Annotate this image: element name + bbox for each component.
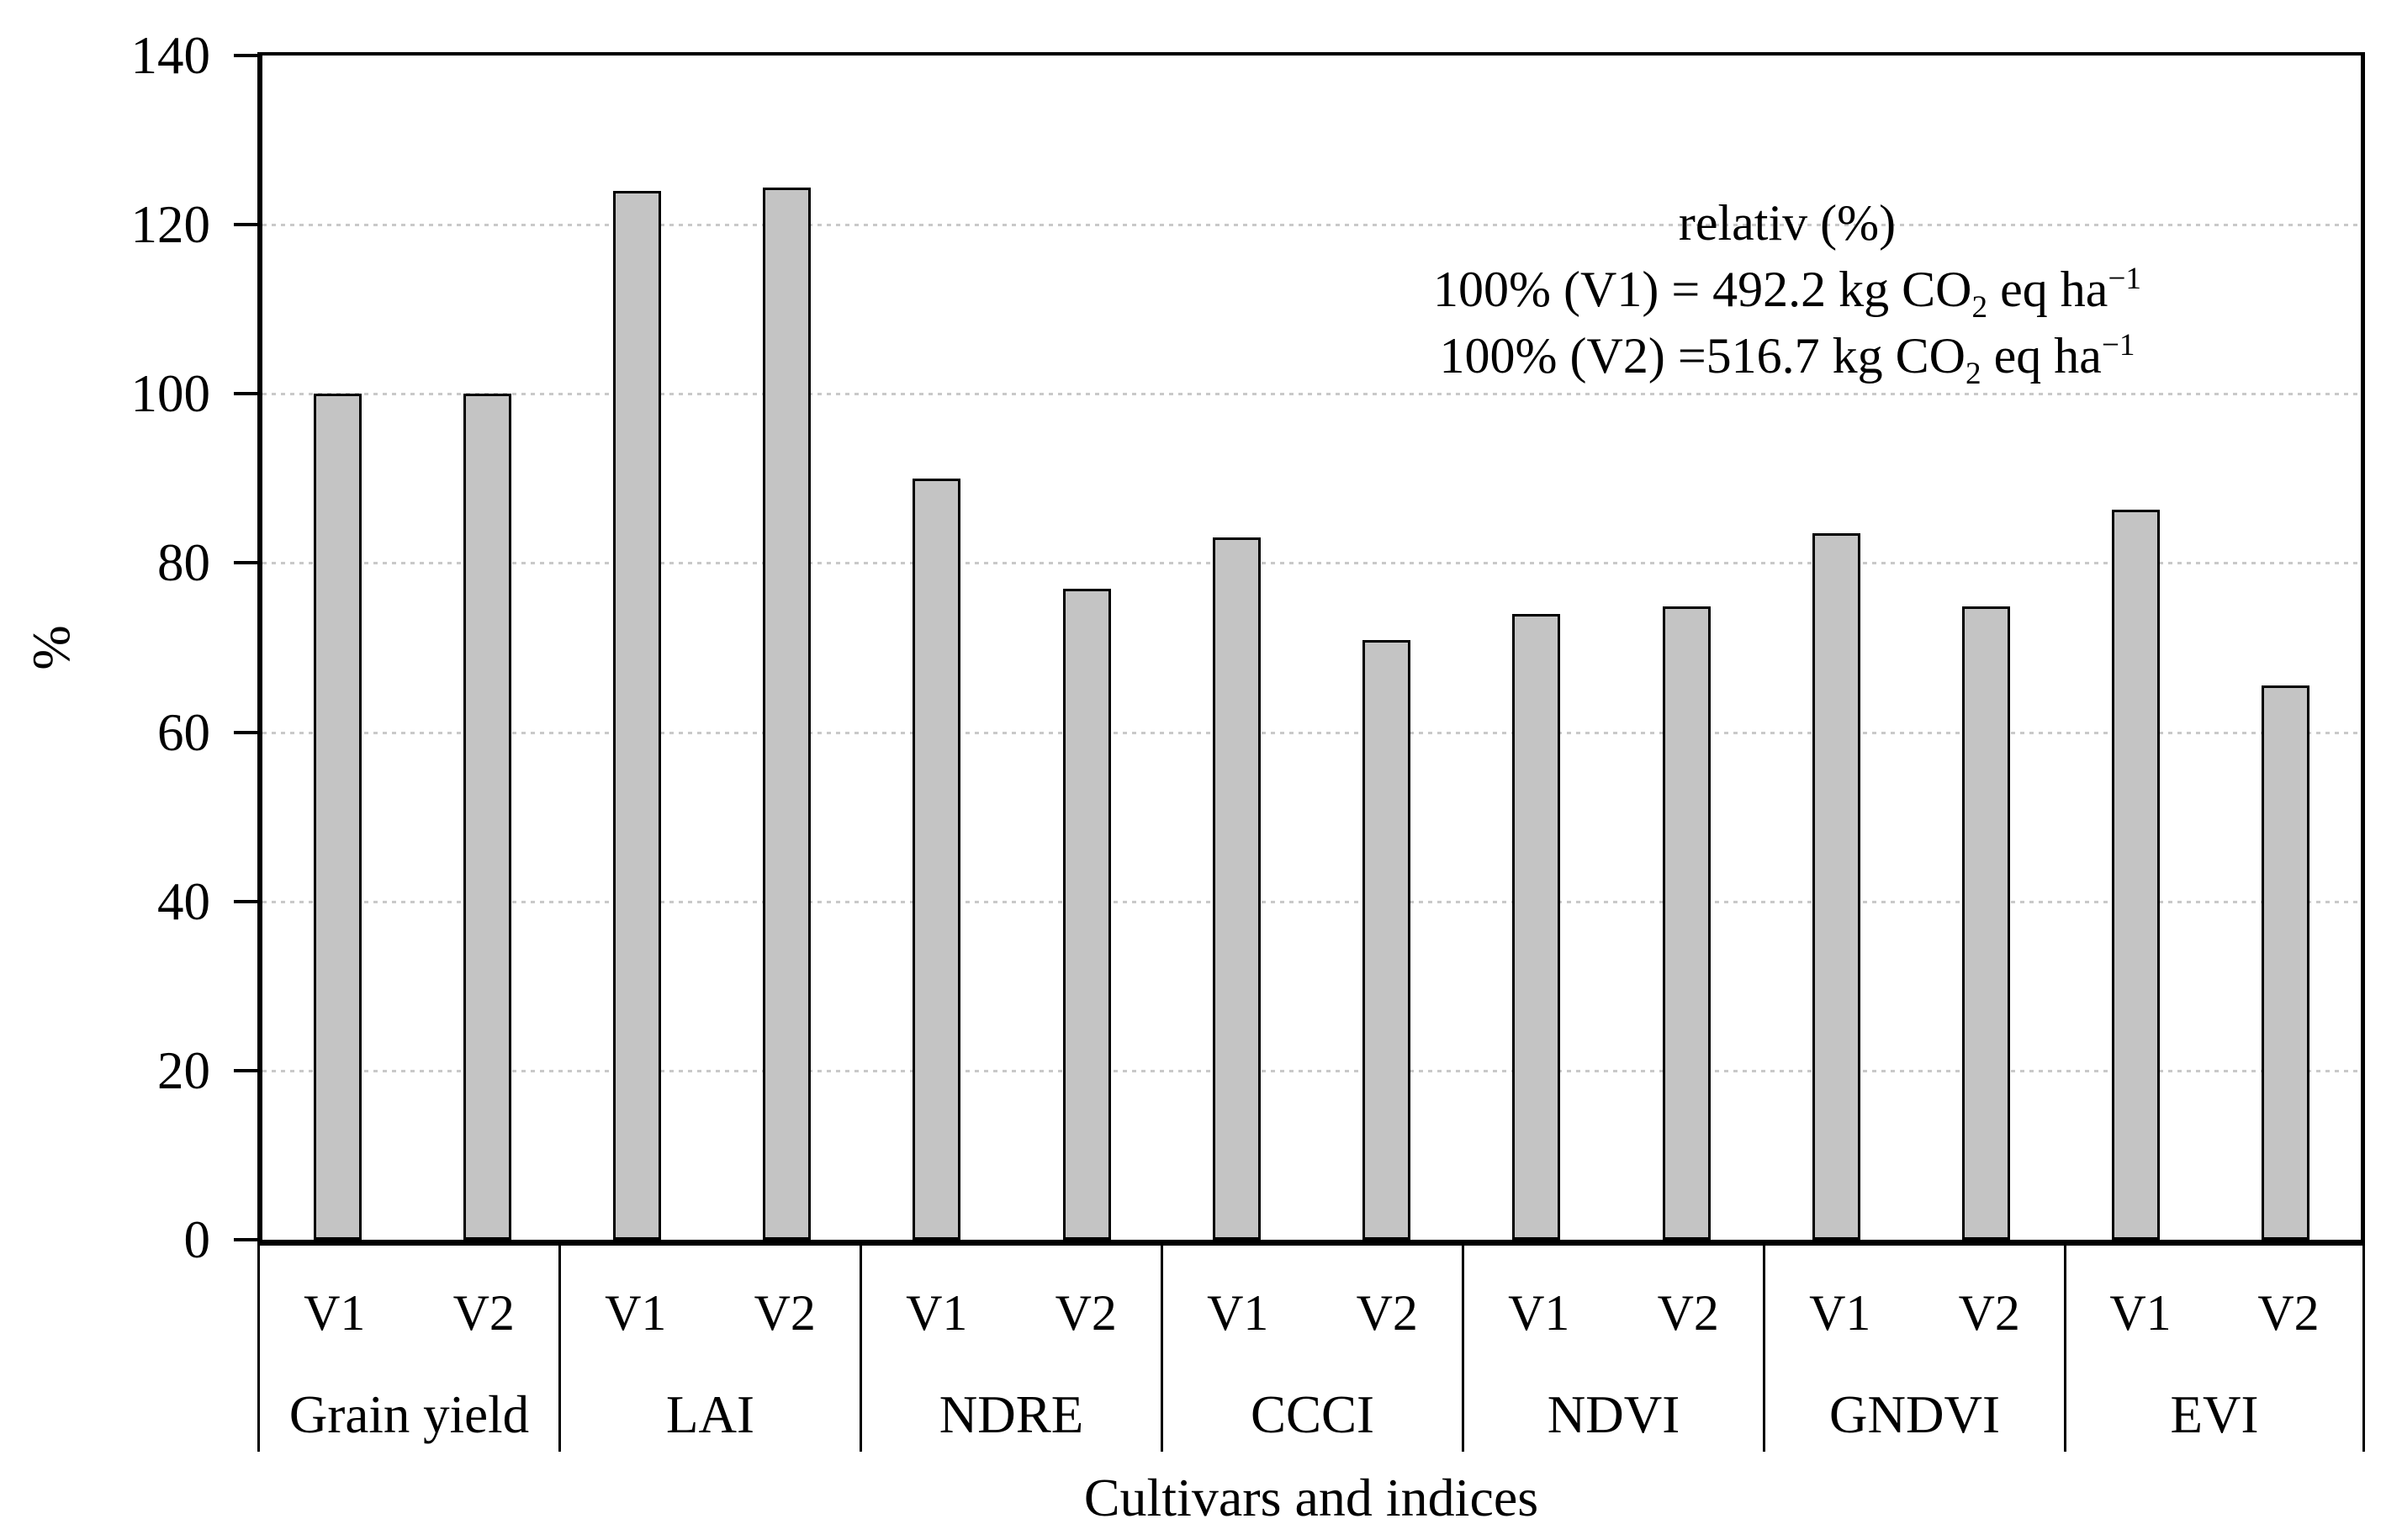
cultivar-label-v1: V1 (906, 1285, 968, 1341)
gridline-100 (262, 393, 2361, 395)
y-tick-mark-140 (234, 54, 257, 57)
y-tick-mark-60 (234, 731, 257, 734)
cultivar-label-v1: V1 (2109, 1285, 2172, 1341)
annotation: relativ (%) 100% (V1) = 492.2 kg CO2 eq … (1316, 190, 2258, 389)
y-tick-label-20: 20 (157, 1041, 210, 1100)
bar-evi-v2 (2262, 685, 2309, 1240)
cultivar-label-v2: V2 (1958, 1285, 2020, 1341)
category-cell-ndvi: V1 V2 NDVI (1462, 1246, 1763, 1452)
cultivar-label-v1: V1 (1508, 1285, 1570, 1341)
cultivar-label-v2: V2 (1657, 1285, 1719, 1341)
category-cell-ndre: V1 V2 NDRE (860, 1246, 1161, 1452)
category-label: EVI (2170, 1385, 2259, 1444)
category-label: CCCI (1250, 1385, 1375, 1444)
annotation-line-v1: 100% (V1) = 492.2 kg CO2 eq ha−1 (1433, 262, 2141, 325)
y-tick-mark-80 (234, 561, 257, 564)
cultivar-label-v2: V2 (452, 1285, 515, 1341)
bar-gndvi-v2 (1962, 606, 2010, 1240)
y-tick-mark-40 (234, 900, 257, 903)
gridline-80 (262, 562, 2361, 564)
bar-lai-v1 (613, 191, 661, 1240)
annotation-line-v2: 100% (V2) =516.7 kg CO2 eq ha−1 (1439, 328, 2135, 391)
cultivar-label-v2: V2 (2257, 1285, 2320, 1341)
gridline-40 (262, 901, 2361, 903)
bar-ndre-v2 (1063, 589, 1111, 1240)
bar-ndre-v1 (913, 479, 960, 1240)
cultivar-label-v1: V1 (304, 1285, 366, 1341)
y-tick-label-120: 120 (130, 195, 211, 254)
category-cell-gndvi: V1 V2 GNDVI (1763, 1246, 2064, 1452)
y-tick-label-100: 100 (130, 364, 211, 423)
y-tick-mark-0 (234, 1238, 257, 1241)
y-axis-title: % (21, 625, 81, 670)
bar-ccci-v2 (1362, 640, 1410, 1240)
category-label: GNDVI (1829, 1385, 2000, 1444)
y-tick-label-0: 0 (183, 1210, 211, 1269)
bar-grain-yield-v2 (463, 394, 511, 1240)
category-cell-ccci: V1 V2 CCCI (1161, 1246, 1462, 1452)
gridline-60 (262, 732, 2361, 734)
y-tick-label-40: 40 (157, 872, 210, 931)
category-label: NDVI (1547, 1385, 1680, 1444)
y-tick-label-60: 60 (157, 703, 210, 762)
cultivar-label-v2: V2 (1055, 1285, 1117, 1341)
y-tick-mark-120 (234, 223, 257, 226)
category-cell-lai: V1 V2 LAI (558, 1246, 860, 1452)
bar-grain-yield-v1 (314, 394, 362, 1240)
bar-ccci-v1 (1213, 537, 1261, 1240)
category-label: LAI (666, 1385, 754, 1444)
category-label: NDRE (939, 1385, 1084, 1444)
bar-ndvi-v1 (1512, 614, 1560, 1240)
cultivar-label-v2: V2 (1356, 1285, 1418, 1341)
bar-evi-v1 (2112, 510, 2160, 1240)
cultivar-label-v2: V2 (754, 1285, 816, 1341)
y-tick-label-80: 80 (157, 533, 210, 592)
bar-ndvi-v2 (1663, 606, 1711, 1240)
bar-lai-v2 (763, 188, 811, 1240)
category-cell-evi: V1 V2 EVI (2064, 1246, 2365, 1452)
plot-area: relativ (%) 100% (V1) = 492.2 kg CO2 eq … (257, 52, 2365, 1246)
gridline-20 (262, 1070, 2361, 1072)
bar-gndvi-v1 (1812, 533, 1860, 1240)
y-tick-mark-100 (234, 392, 257, 395)
cultivar-label-v1: V1 (605, 1285, 667, 1341)
gridline-120 (262, 224, 2361, 226)
category-label: Grain yield (288, 1385, 530, 1444)
cultivar-label-v1: V1 (1809, 1285, 1871, 1341)
cultivar-label-v1: V1 (1207, 1285, 1269, 1341)
x-axis-title: Cultivars and indices (1083, 1468, 1539, 1527)
y-tick-label-140: 140 (130, 26, 211, 85)
y-tick-mark-20 (234, 1069, 257, 1072)
annotation-title: relativ (%) (1678, 195, 1897, 251)
category-cell-grain-yield: V1 V2 Grain yield (257, 1246, 558, 1452)
